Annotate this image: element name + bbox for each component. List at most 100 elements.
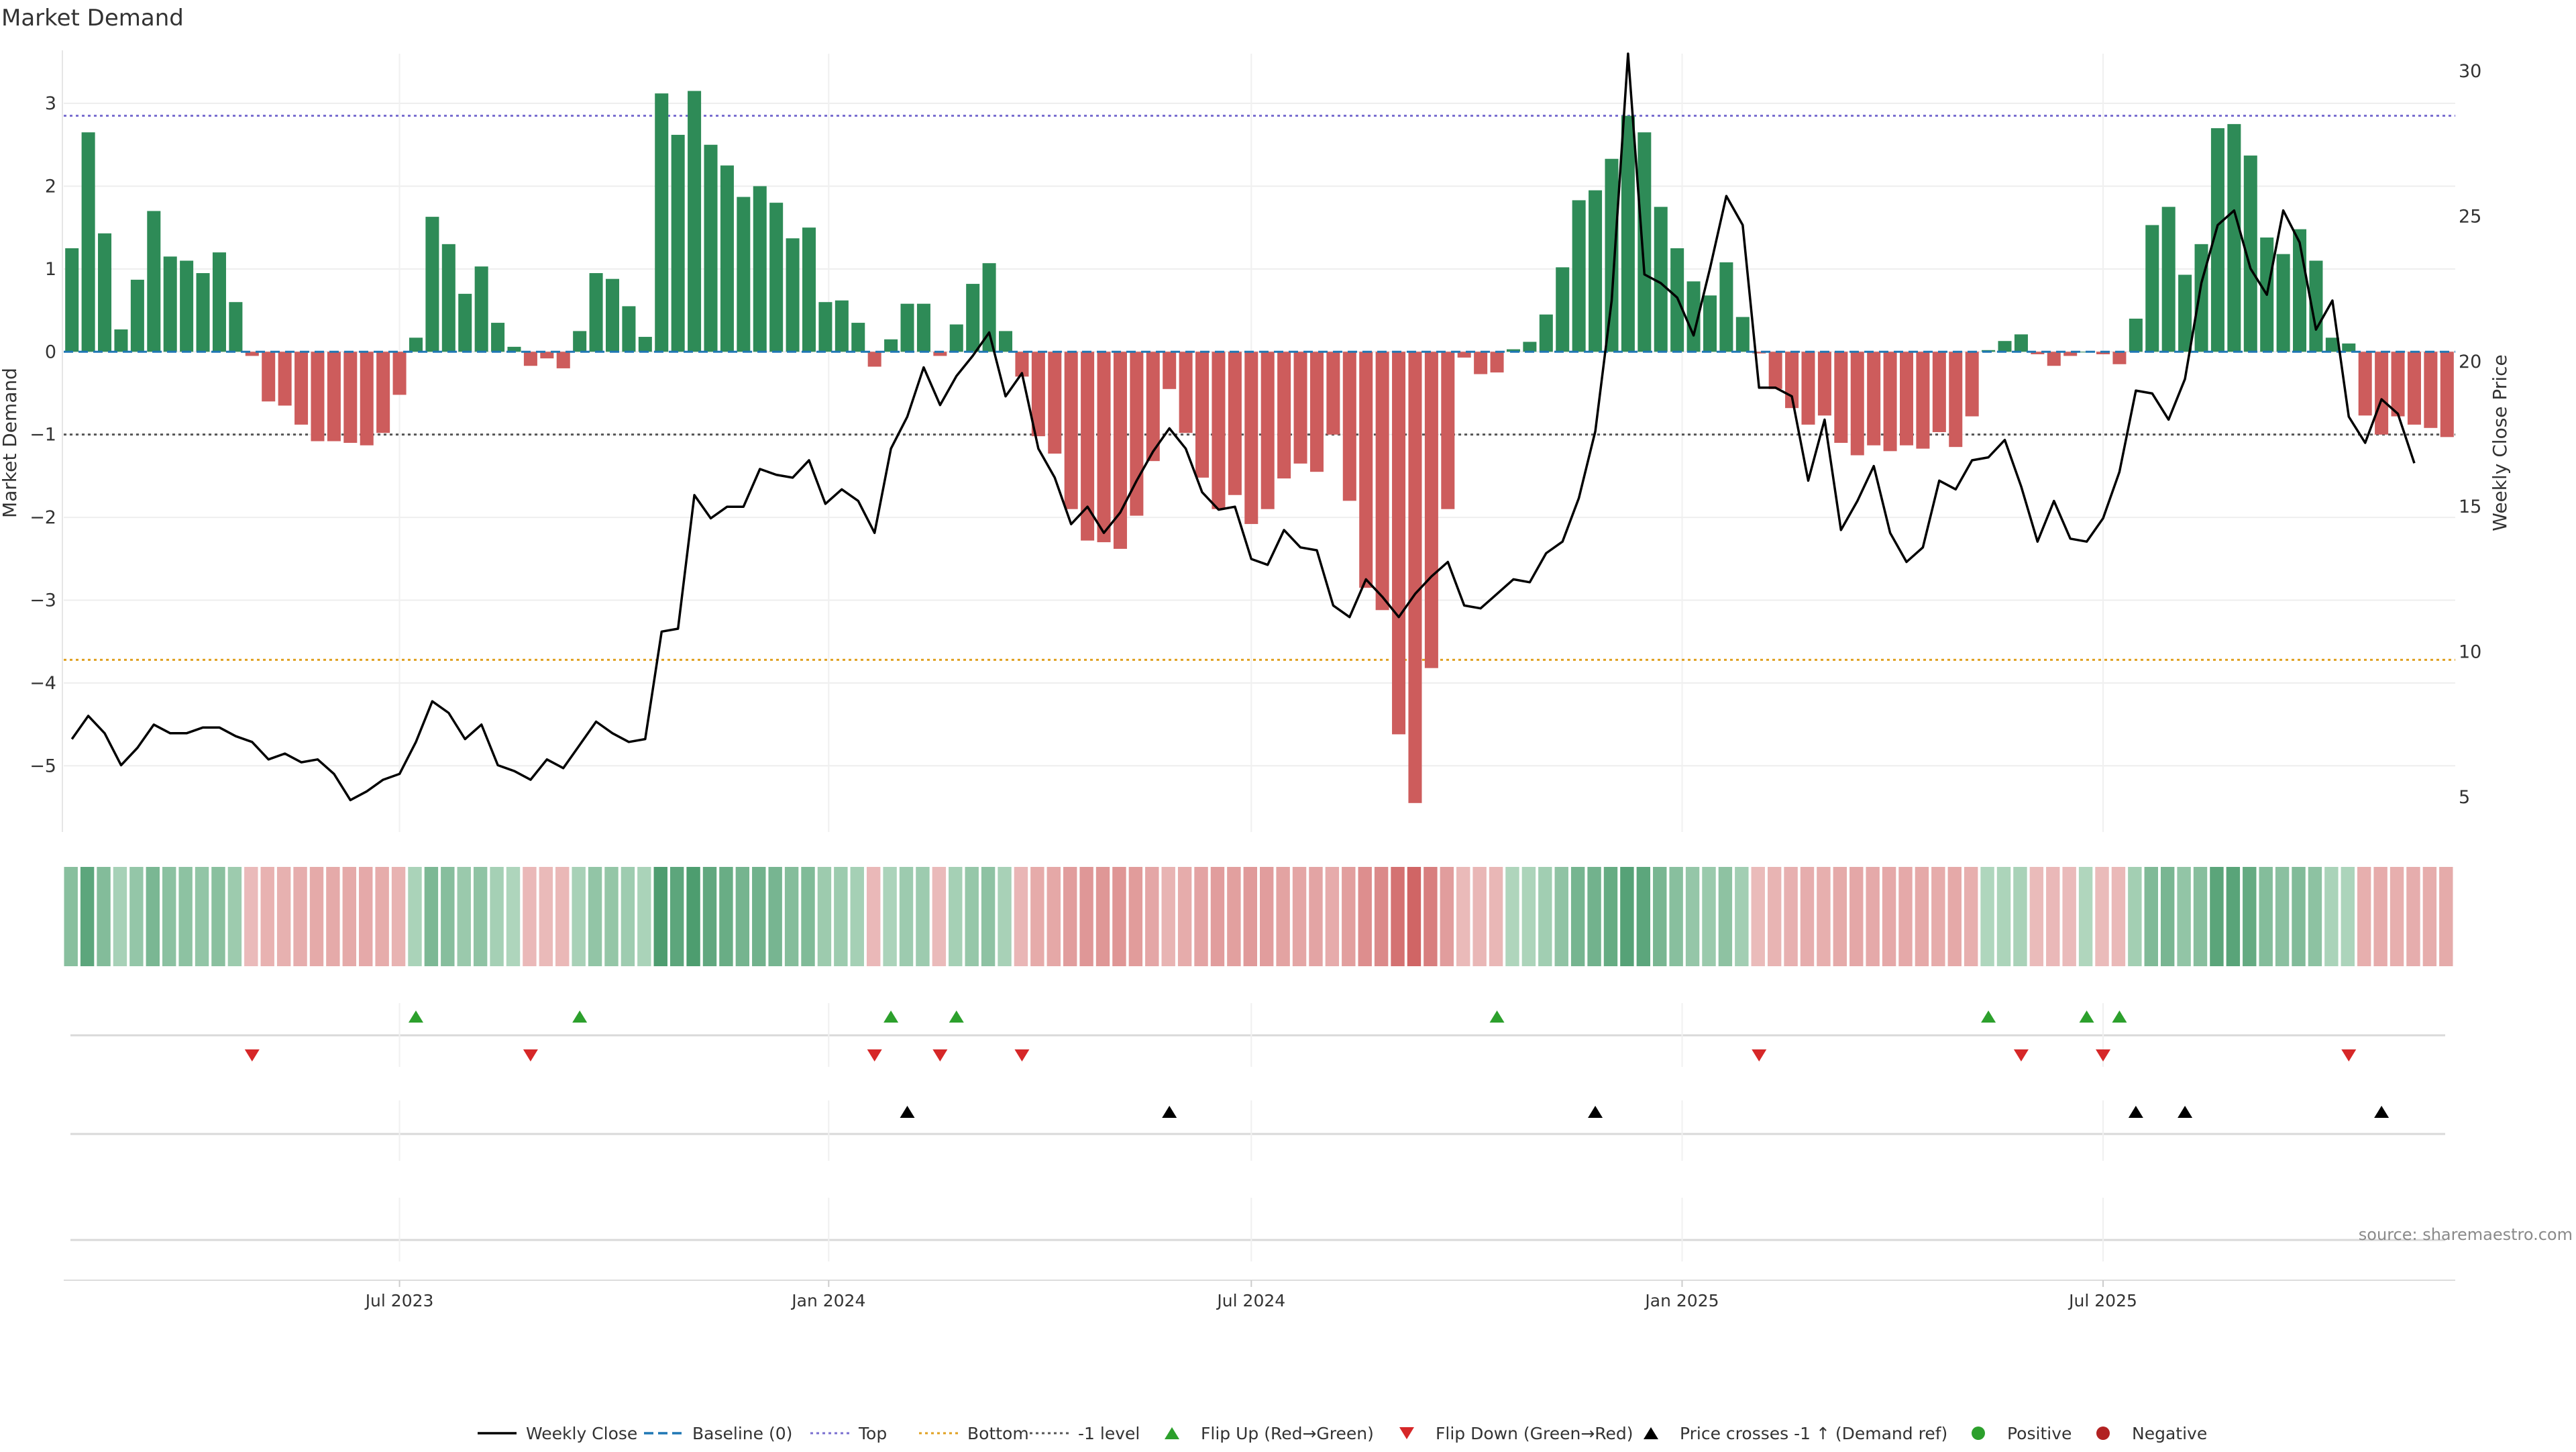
heat-cell <box>1260 867 1274 966</box>
heat-cell <box>2111 867 2126 966</box>
heat-cell <box>113 867 127 966</box>
legend-icon-positive <box>1972 1427 1985 1440</box>
demand-bar <box>2227 123 2241 352</box>
demand-bar <box>1260 352 1275 509</box>
heat-cell <box>1276 867 1290 966</box>
heat-cell <box>2308 867 2322 966</box>
heat-cell <box>1866 867 1880 966</box>
demand-bar <box>638 337 652 352</box>
demand-bar <box>1998 341 2012 352</box>
demand-bar <box>589 273 603 352</box>
demand-bar <box>2440 352 2454 437</box>
heat-cell <box>949 867 963 966</box>
heat-cell <box>195 867 209 966</box>
heat-cell <box>1292 867 1307 966</box>
heat-cell <box>539 867 553 966</box>
demand-bar <box>1490 352 1504 373</box>
heat-cell <box>702 867 717 966</box>
heat-cell <box>2095 867 2109 966</box>
legend-label: Flip Down (Green→Red) <box>1436 1424 1633 1443</box>
demand-bar <box>1326 352 1340 435</box>
demand-bar <box>278 352 292 406</box>
heat-cell <box>784 867 799 966</box>
heat-cell <box>408 867 422 966</box>
demand-bar <box>1768 352 1782 389</box>
heat-cell <box>932 867 947 966</box>
demand-bar <box>2161 207 2176 352</box>
y2-tick-label: 20 <box>2459 352 2481 372</box>
demand-bar <box>1081 352 1095 541</box>
heat-cell <box>1030 867 1044 966</box>
heat-cell <box>2259 867 2273 966</box>
demand-bar <box>81 132 95 352</box>
heat-cell <box>719 867 733 966</box>
heat-cell <box>1685 867 1700 966</box>
legend-item: Flip Down (Green→Red) <box>1399 1424 1633 1443</box>
heat-cell <box>604 867 619 966</box>
demand-bar <box>1441 352 1455 509</box>
heat-cell <box>1177 867 1192 966</box>
demand-bar <box>786 238 800 352</box>
demand-bar <box>2391 352 2405 417</box>
heat-cell <box>768 867 782 966</box>
heat-cell <box>653 867 667 966</box>
demand-bar <box>1146 352 1160 462</box>
heat-cell <box>1325 867 1340 966</box>
legend-item: Top <box>810 1424 887 1443</box>
demand-bar <box>622 306 636 352</box>
heat-cell <box>1309 867 1323 966</box>
price-cross-marker <box>2128 1106 2143 1118</box>
heat-cell <box>916 867 930 966</box>
legend-item: -1 level <box>1030 1424 1140 1443</box>
heat-cell <box>1882 867 1896 966</box>
demand-bar <box>769 203 784 352</box>
flip-markers-panel <box>70 1003 2445 1067</box>
demand-bar <box>2063 352 2078 356</box>
demand-bar <box>1654 207 1668 352</box>
price-cross-marker <box>1588 1106 1603 1118</box>
heat-cell <box>1898 867 1913 966</box>
heat-cell <box>523 867 537 966</box>
heat-cell <box>2373 867 2387 966</box>
demand-bar <box>556 352 570 368</box>
heat-cell <box>1817 867 1831 966</box>
heat-cell <box>1554 867 1568 966</box>
legend-item: Weekly Close <box>478 1424 637 1443</box>
demand-bar <box>130 279 144 352</box>
demand-bar <box>1801 352 1815 425</box>
legend-item: Bottom <box>919 1424 1029 1443</box>
demand-bar <box>311 352 325 442</box>
heat-cell <box>1128 867 1143 966</box>
heat-cell <box>572 867 586 966</box>
flip-down-marker <box>932 1049 948 1061</box>
demand-bar <box>966 284 980 352</box>
heat-cell <box>2062 867 2076 966</box>
demand-bar <box>441 244 455 352</box>
legend-item: Positive <box>1972 1424 2072 1443</box>
flip-up-marker <box>949 1010 964 1023</box>
flip-up-marker <box>1489 1010 1505 1023</box>
demand-bar <box>1965 352 1979 417</box>
heat-cell <box>97 867 111 966</box>
y2-tick-label: 25 <box>2459 206 2481 227</box>
heat-cell <box>1767 867 1782 966</box>
heat-cell <box>2144 867 2158 966</box>
demand-bar <box>2358 352 2372 416</box>
heat-cell <box>637 867 651 966</box>
demand-bar <box>916 303 930 352</box>
demand-bar <box>163 256 177 352</box>
x-tick-label: Jan 2025 <box>1644 1291 1719 1310</box>
demand-bars <box>65 91 2454 803</box>
heat-cell <box>211 867 225 966</box>
heat-cell <box>686 867 700 966</box>
flip-down-marker <box>867 1049 882 1061</box>
source-note: source: sharemaestro.com <box>2359 1225 2573 1244</box>
flip-down-marker <box>1014 1049 1030 1061</box>
y-tick-label: 0 <box>45 342 56 362</box>
y2-tick-label: 30 <box>2459 61 2481 82</box>
demand-bar <box>933 352 947 356</box>
heat-cell <box>309 867 324 966</box>
heat-cell <box>1964 867 1978 966</box>
legend-icon-price-cross <box>1644 1427 1658 1439</box>
